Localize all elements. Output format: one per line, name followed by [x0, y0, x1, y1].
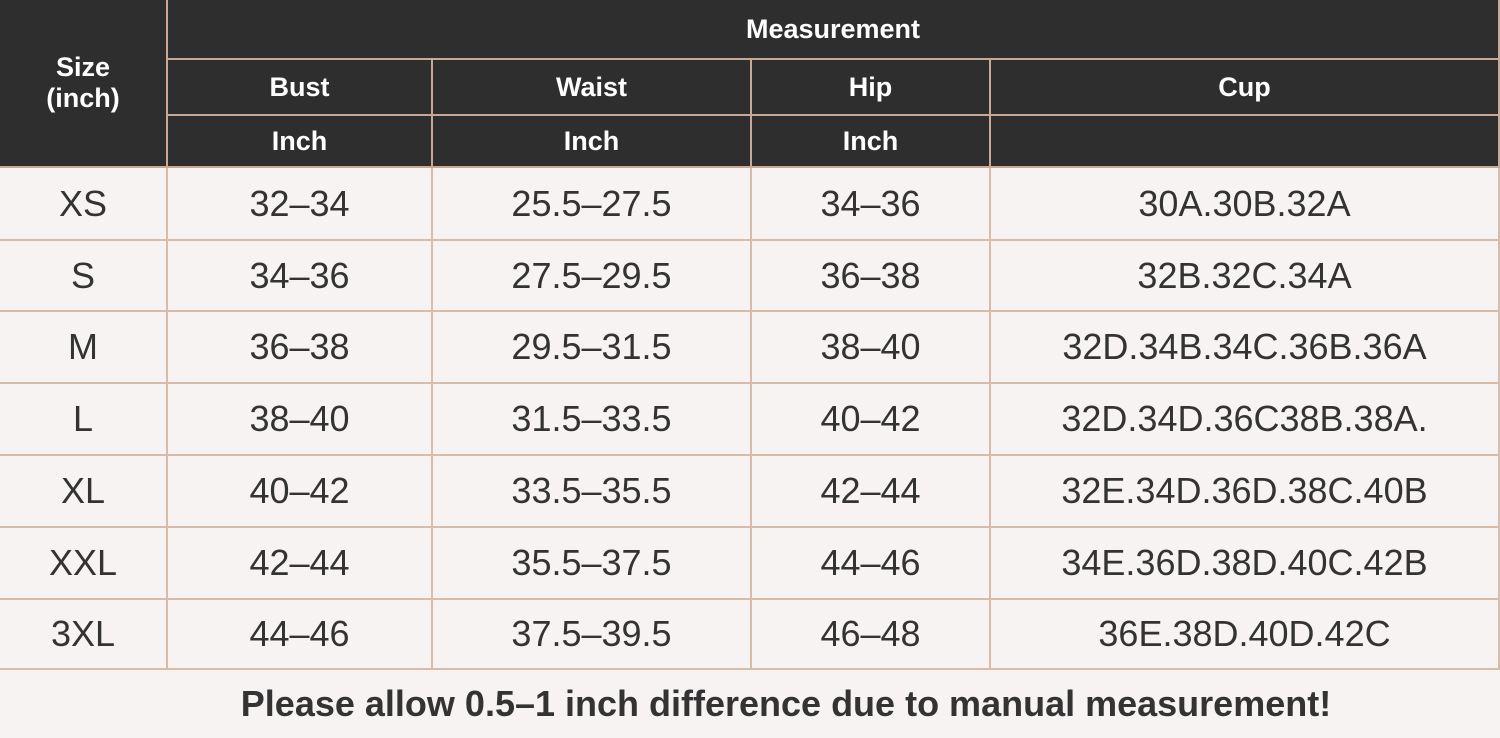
value-cell: 46–48 [752, 600, 991, 670]
value-cell: 44–46 [752, 528, 991, 600]
value-cell: 29.5–31.5 [433, 312, 752, 384]
size-cell: 3XL [0, 600, 168, 670]
value-cell: 32D.34B.34C.36B.36A [991, 312, 1500, 384]
value-cell: 36–38 [752, 241, 991, 312]
value-cell: 25.5–27.5 [433, 168, 752, 241]
size-header-line: (inch) [46, 83, 120, 113]
value-cell: 32B.32C.34A [991, 241, 1500, 312]
value-cell: 42–44 [752, 456, 991, 528]
value-cell: 40–42 [168, 456, 433, 528]
value-cell: 38–40 [168, 384, 433, 456]
value-cell: 36–38 [168, 312, 433, 384]
size-cell: M [0, 312, 168, 384]
unit-header [991, 116, 1500, 168]
size-header-line: Size [55, 52, 111, 82]
value-cell: 34–36 [168, 241, 433, 312]
value-cell: 42–44 [168, 528, 433, 600]
value-cell: 44–46 [168, 600, 433, 670]
value-cell: 34–36 [752, 168, 991, 241]
value-cell: 40–42 [752, 384, 991, 456]
column-header: Cup [991, 60, 1500, 116]
value-cell: 34E.36D.38D.40C.42B [991, 528, 1500, 600]
value-cell: 36E.38D.40D.42C [991, 600, 1500, 670]
value-cell: 33.5–35.5 [433, 456, 752, 528]
unit-header: Inch [433, 116, 752, 168]
unit-header: Inch [168, 116, 433, 168]
value-cell: 31.5–33.5 [433, 384, 752, 456]
size-cell: XS [0, 168, 168, 241]
size-cell: XL [0, 456, 168, 528]
column-header: Bust [168, 60, 433, 116]
size-cell: S [0, 241, 168, 312]
value-cell: 35.5–37.5 [433, 528, 752, 600]
column-header: Waist [433, 60, 752, 116]
column-header: Hip [752, 60, 991, 116]
value-cell: 38–40 [752, 312, 991, 384]
value-cell: 37.5–39.5 [433, 600, 752, 670]
value-cell: 27.5–29.5 [433, 241, 752, 312]
value-cell: 30A.30B.32A [991, 168, 1500, 241]
unit-header: Inch [752, 116, 991, 168]
value-cell: 32E.34D.36D.38C.40B [991, 456, 1500, 528]
group-header: Measurement [168, 0, 1500, 60]
value-cell: 32D.34D.36C38B.38A. [991, 384, 1500, 456]
size-cell: L [0, 384, 168, 456]
note: Please allow 0.5–1 inch difference due t… [240, 683, 1332, 724]
size-header: Size (inch) [0, 0, 168, 168]
value-cell: 32–34 [168, 168, 433, 241]
size-cell: XXL [0, 528, 168, 600]
